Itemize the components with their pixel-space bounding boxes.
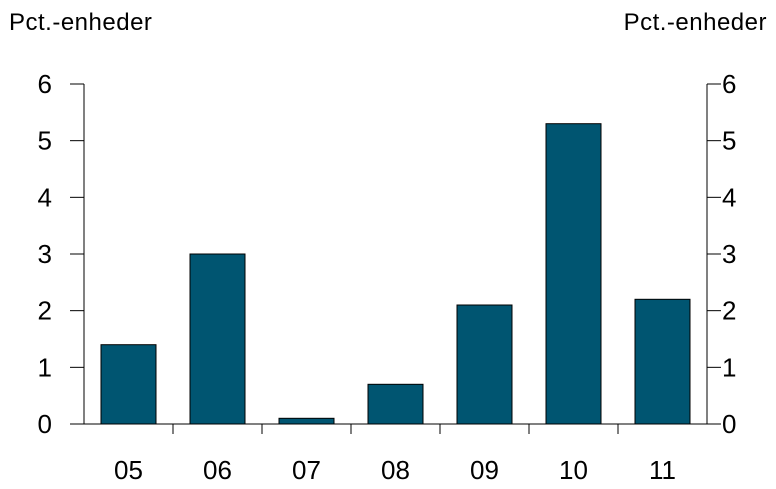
bar-09 (456, 304, 513, 425)
bar-08 (367, 383, 424, 425)
right-y-tick-label-4: 4 (722, 182, 736, 212)
right-y-tick-label-5: 5 (722, 126, 736, 156)
bars-group (100, 123, 691, 425)
left-y-tick-label-6: 6 (38, 69, 52, 99)
x-tick-label-06: 06 (203, 455, 232, 485)
tick-labels-group: 0 01 12 23 34 45 56 605 06 07 08 09 10 11 (38, 69, 737, 485)
x-tick-label-10: 10 (559, 455, 588, 485)
right-y-tick-label-1: 1 (722, 352, 736, 382)
bar-06 (189, 253, 246, 425)
left-y-tick-label-1: 1 (38, 352, 52, 382)
right-y-tick-label-2: 2 (722, 296, 736, 326)
left-y-tick-label-3: 3 (38, 239, 52, 269)
right-y-tick-label-6: 6 (722, 69, 736, 99)
bar-05 (100, 344, 157, 425)
left-axis-unit-label: Pct.-enheder (9, 9, 153, 36)
bar-10 (545, 123, 602, 425)
axes-group (70, 83, 721, 434)
right-y-tick-label-0: 0 (722, 409, 736, 439)
x-tick-label-08: 08 (381, 455, 410, 485)
right-y-tick-label-3: 3 (722, 239, 736, 269)
left-y-tick-label-5: 5 (38, 126, 52, 156)
bar-11 (634, 298, 691, 425)
left-y-tick-label-0: 0 (38, 409, 52, 439)
left-y-tick-label-2: 2 (38, 296, 52, 326)
bar-07 (278, 417, 335, 425)
x-tick-label-05: 05 (114, 455, 143, 485)
x-tick-label-07: 07 (292, 455, 321, 485)
left-y-tick-label-4: 4 (38, 182, 52, 212)
x-tick-label-11: 11 (649, 455, 676, 485)
right-axis-unit-label: Pct.-enheder (623, 9, 767, 36)
x-tick-label-09: 09 (470, 455, 499, 485)
